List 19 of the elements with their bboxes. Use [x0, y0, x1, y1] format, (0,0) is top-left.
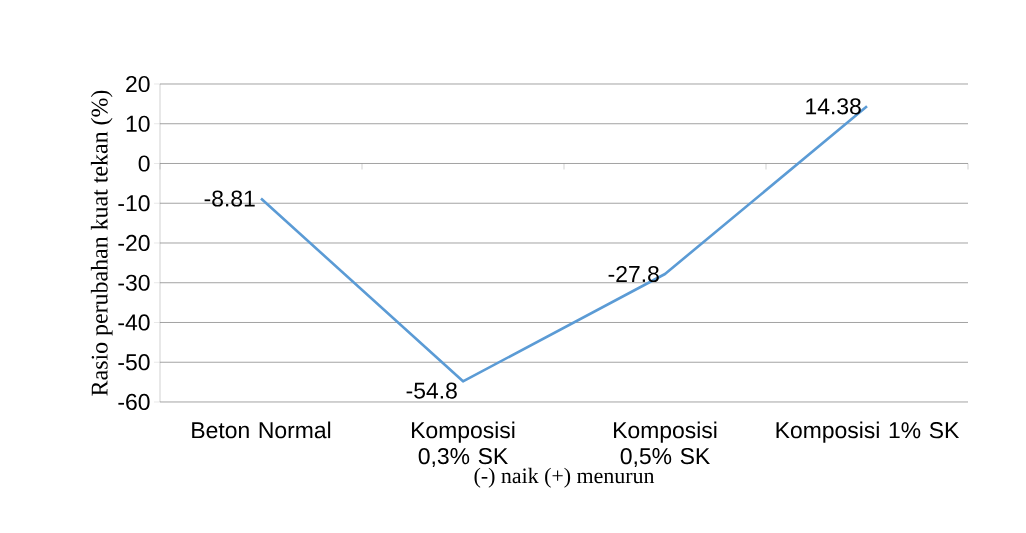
y-tick-label: -30	[118, 274, 150, 291]
y-tick-label: -50	[118, 354, 150, 371]
y-tick-label: 20	[126, 75, 150, 93]
y-tick-label: -10	[118, 195, 150, 212]
y-tick-label: -60	[118, 393, 150, 411]
data-label: -27.8	[608, 265, 659, 283]
y-tick-label: -20	[118, 234, 150, 252]
y-tick-label: -40	[118, 314, 150, 331]
y-tick-label: 0	[138, 155, 150, 172]
x-tick-label: Beton Normal	[192, 421, 331, 439]
y-tick-label: 10	[126, 115, 150, 132]
data-label: -54.8	[406, 382, 457, 399]
y-axis-title: Rasio perubahan kuat tekan (%)	[90, 90, 113, 396]
x-tick-label: Komposisi 1% SK	[776, 421, 960, 443]
x-tick-label: Komposisi 0,5% SK	[614, 421, 717, 467]
x-axis-title: (-) naik (+) menurun	[474, 467, 655, 488]
data-label: -8.81	[204, 190, 255, 207]
x-tick-label: Komposisi 0,3% SK	[412, 421, 515, 467]
data-label: 14.38	[806, 98, 861, 115]
